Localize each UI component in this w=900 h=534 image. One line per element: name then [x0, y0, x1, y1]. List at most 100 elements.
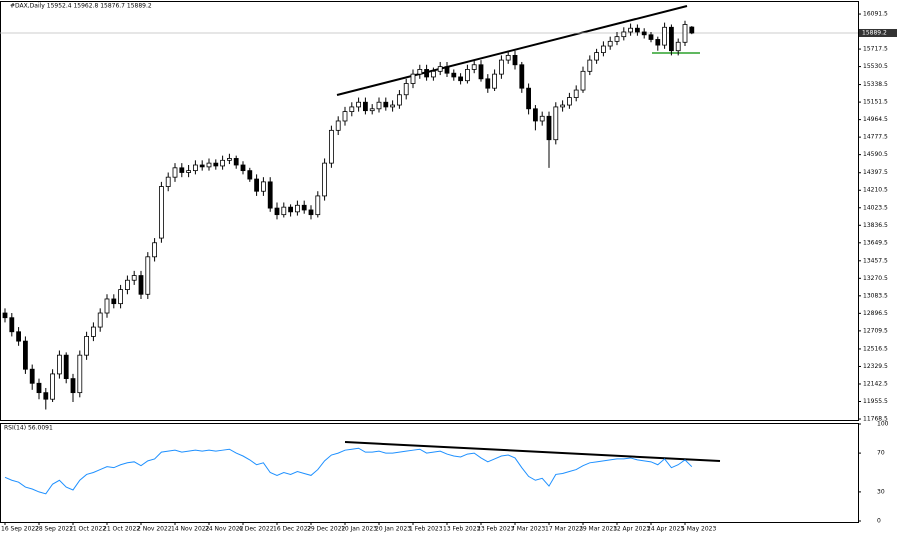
x-tick-label: 29 Dec 2022 — [307, 526, 346, 533]
candle-body — [301, 204, 307, 211]
y-tick-label: 13457.5 — [863, 257, 888, 264]
y-tick-label: 13270.5 — [863, 275, 888, 282]
x-tick-label: 14 Nov 2022 — [171, 526, 210, 533]
y-tick-label: 14590.5 — [863, 151, 888, 158]
x-tick-label: 11 Oct 2022 — [69, 526, 106, 533]
candle-body — [2, 312, 8, 319]
candle-body — [546, 115, 552, 141]
candle-body — [36, 382, 42, 394]
candle-body — [383, 101, 389, 108]
rsi-title: RSI(14) 56.0091 — [4, 425, 53, 432]
rsi-trendline — [344, 441, 721, 462]
candle-body — [471, 64, 477, 70]
y-tick-label: 12516.5 — [863, 345, 888, 352]
candle-body — [621, 31, 627, 38]
x-tick-label: 20 Jan 2023 — [375, 526, 411, 533]
candle-body — [179, 167, 185, 173]
x-tick-label: 13 Feb 2023 — [443, 526, 481, 533]
candle-body — [376, 101, 382, 110]
candle-body — [294, 204, 300, 213]
candle-body — [464, 69, 470, 82]
x-tick-label: 17 Mar 2023 — [545, 526, 583, 533]
candle-body — [533, 108, 538, 122]
candle-body — [335, 120, 341, 131]
y-tick-label: 12329.5 — [863, 363, 888, 370]
candle-body — [560, 104, 565, 108]
candle-body — [97, 312, 103, 328]
candle-body — [328, 129, 334, 164]
candle-body — [233, 158, 239, 166]
candle-body — [349, 106, 355, 113]
candle-body — [580, 70, 586, 91]
candle-body — [430, 70, 436, 78]
candle-body — [356, 101, 362, 108]
candle-body — [390, 104, 396, 108]
x-tick-label: 10 Jan 2023 — [341, 526, 377, 533]
candle-body — [458, 76, 464, 82]
y-tick-label: 15530.5 — [863, 63, 888, 70]
candle-body — [281, 206, 287, 216]
chart-title: #DAX,Daily 15952.4 15962.8 15876.7 15889… — [10, 3, 152, 10]
x-tick-label: 28 Sep 2022 — [35, 526, 73, 533]
candle-body — [199, 164, 205, 168]
x-tick-label: 23 Feb 2023 — [477, 526, 515, 533]
x-tick-label: 5 May 2023 — [681, 526, 716, 533]
candle-body — [342, 111, 348, 122]
candle-body — [594, 52, 599, 61]
price-panel — [0, 1, 859, 421]
y-tick-label: 14210.5 — [863, 187, 888, 194]
x-tick-label: 2 Nov 2022 — [137, 526, 172, 533]
candle-body — [213, 162, 219, 167]
candle-body — [573, 89, 579, 98]
y-tick-label: 15338.5 — [863, 81, 888, 88]
candle-body — [165, 176, 171, 187]
x-tick-label: 16 Sep 2022 — [1, 526, 39, 533]
candle-body — [410, 73, 416, 84]
candle-body — [172, 167, 178, 178]
candle-body — [288, 206, 294, 213]
candle-body — [451, 72, 457, 78]
candle-body — [553, 106, 559, 141]
candle-body — [567, 97, 572, 106]
candle-body — [641, 31, 647, 36]
x-tick-label: 21 Oct 2022 — [103, 526, 140, 533]
candle-body — [274, 207, 280, 216]
candle-body — [138, 275, 144, 295]
candle-body — [512, 54, 518, 66]
candle-body — [152, 242, 158, 258]
candle-body — [9, 317, 15, 333]
candle-body — [118, 289, 123, 305]
x-tick-label: 24 Nov 2022 — [205, 526, 244, 533]
candle-body — [369, 108, 375, 112]
candle-body — [662, 26, 667, 46]
candle-body — [267, 181, 273, 209]
candle-body — [260, 181, 266, 192]
y-tick-label: 13649.5 — [863, 239, 888, 246]
candle-body — [669, 26, 674, 52]
y-tick-label: 11955.5 — [863, 398, 888, 405]
candle-body — [519, 64, 525, 89]
candle-body — [403, 83, 409, 96]
candle-body — [689, 26, 695, 34]
candle-body — [192, 164, 198, 172]
x-tick-label: 6 Dec 2022 — [239, 526, 274, 533]
y-tick-label: 14777.5 — [863, 134, 888, 141]
x-tick-label: 7 Mar 2023 — [511, 526, 545, 533]
rsi-tick-label: 70 — [877, 450, 885, 457]
candle-body — [43, 392, 49, 400]
candle-body — [50, 373, 55, 400]
candle-body — [628, 27, 633, 33]
candle-body — [308, 209, 314, 216]
y-tick-label: 15151.5 — [863, 99, 888, 106]
candle-body — [505, 54, 511, 61]
resistance-trendline — [336, 5, 688, 96]
candle-body — [220, 159, 226, 167]
candle-body — [315, 195, 321, 216]
candle-body — [57, 354, 62, 375]
candle-body — [526, 87, 531, 110]
rsi-panel — [0, 423, 859, 523]
x-tick-label: 29 Mar 2023 — [579, 526, 617, 533]
y-tick-label: 12142.5 — [863, 380, 888, 387]
x-tick-label: 16 Dec 2022 — [273, 526, 312, 533]
